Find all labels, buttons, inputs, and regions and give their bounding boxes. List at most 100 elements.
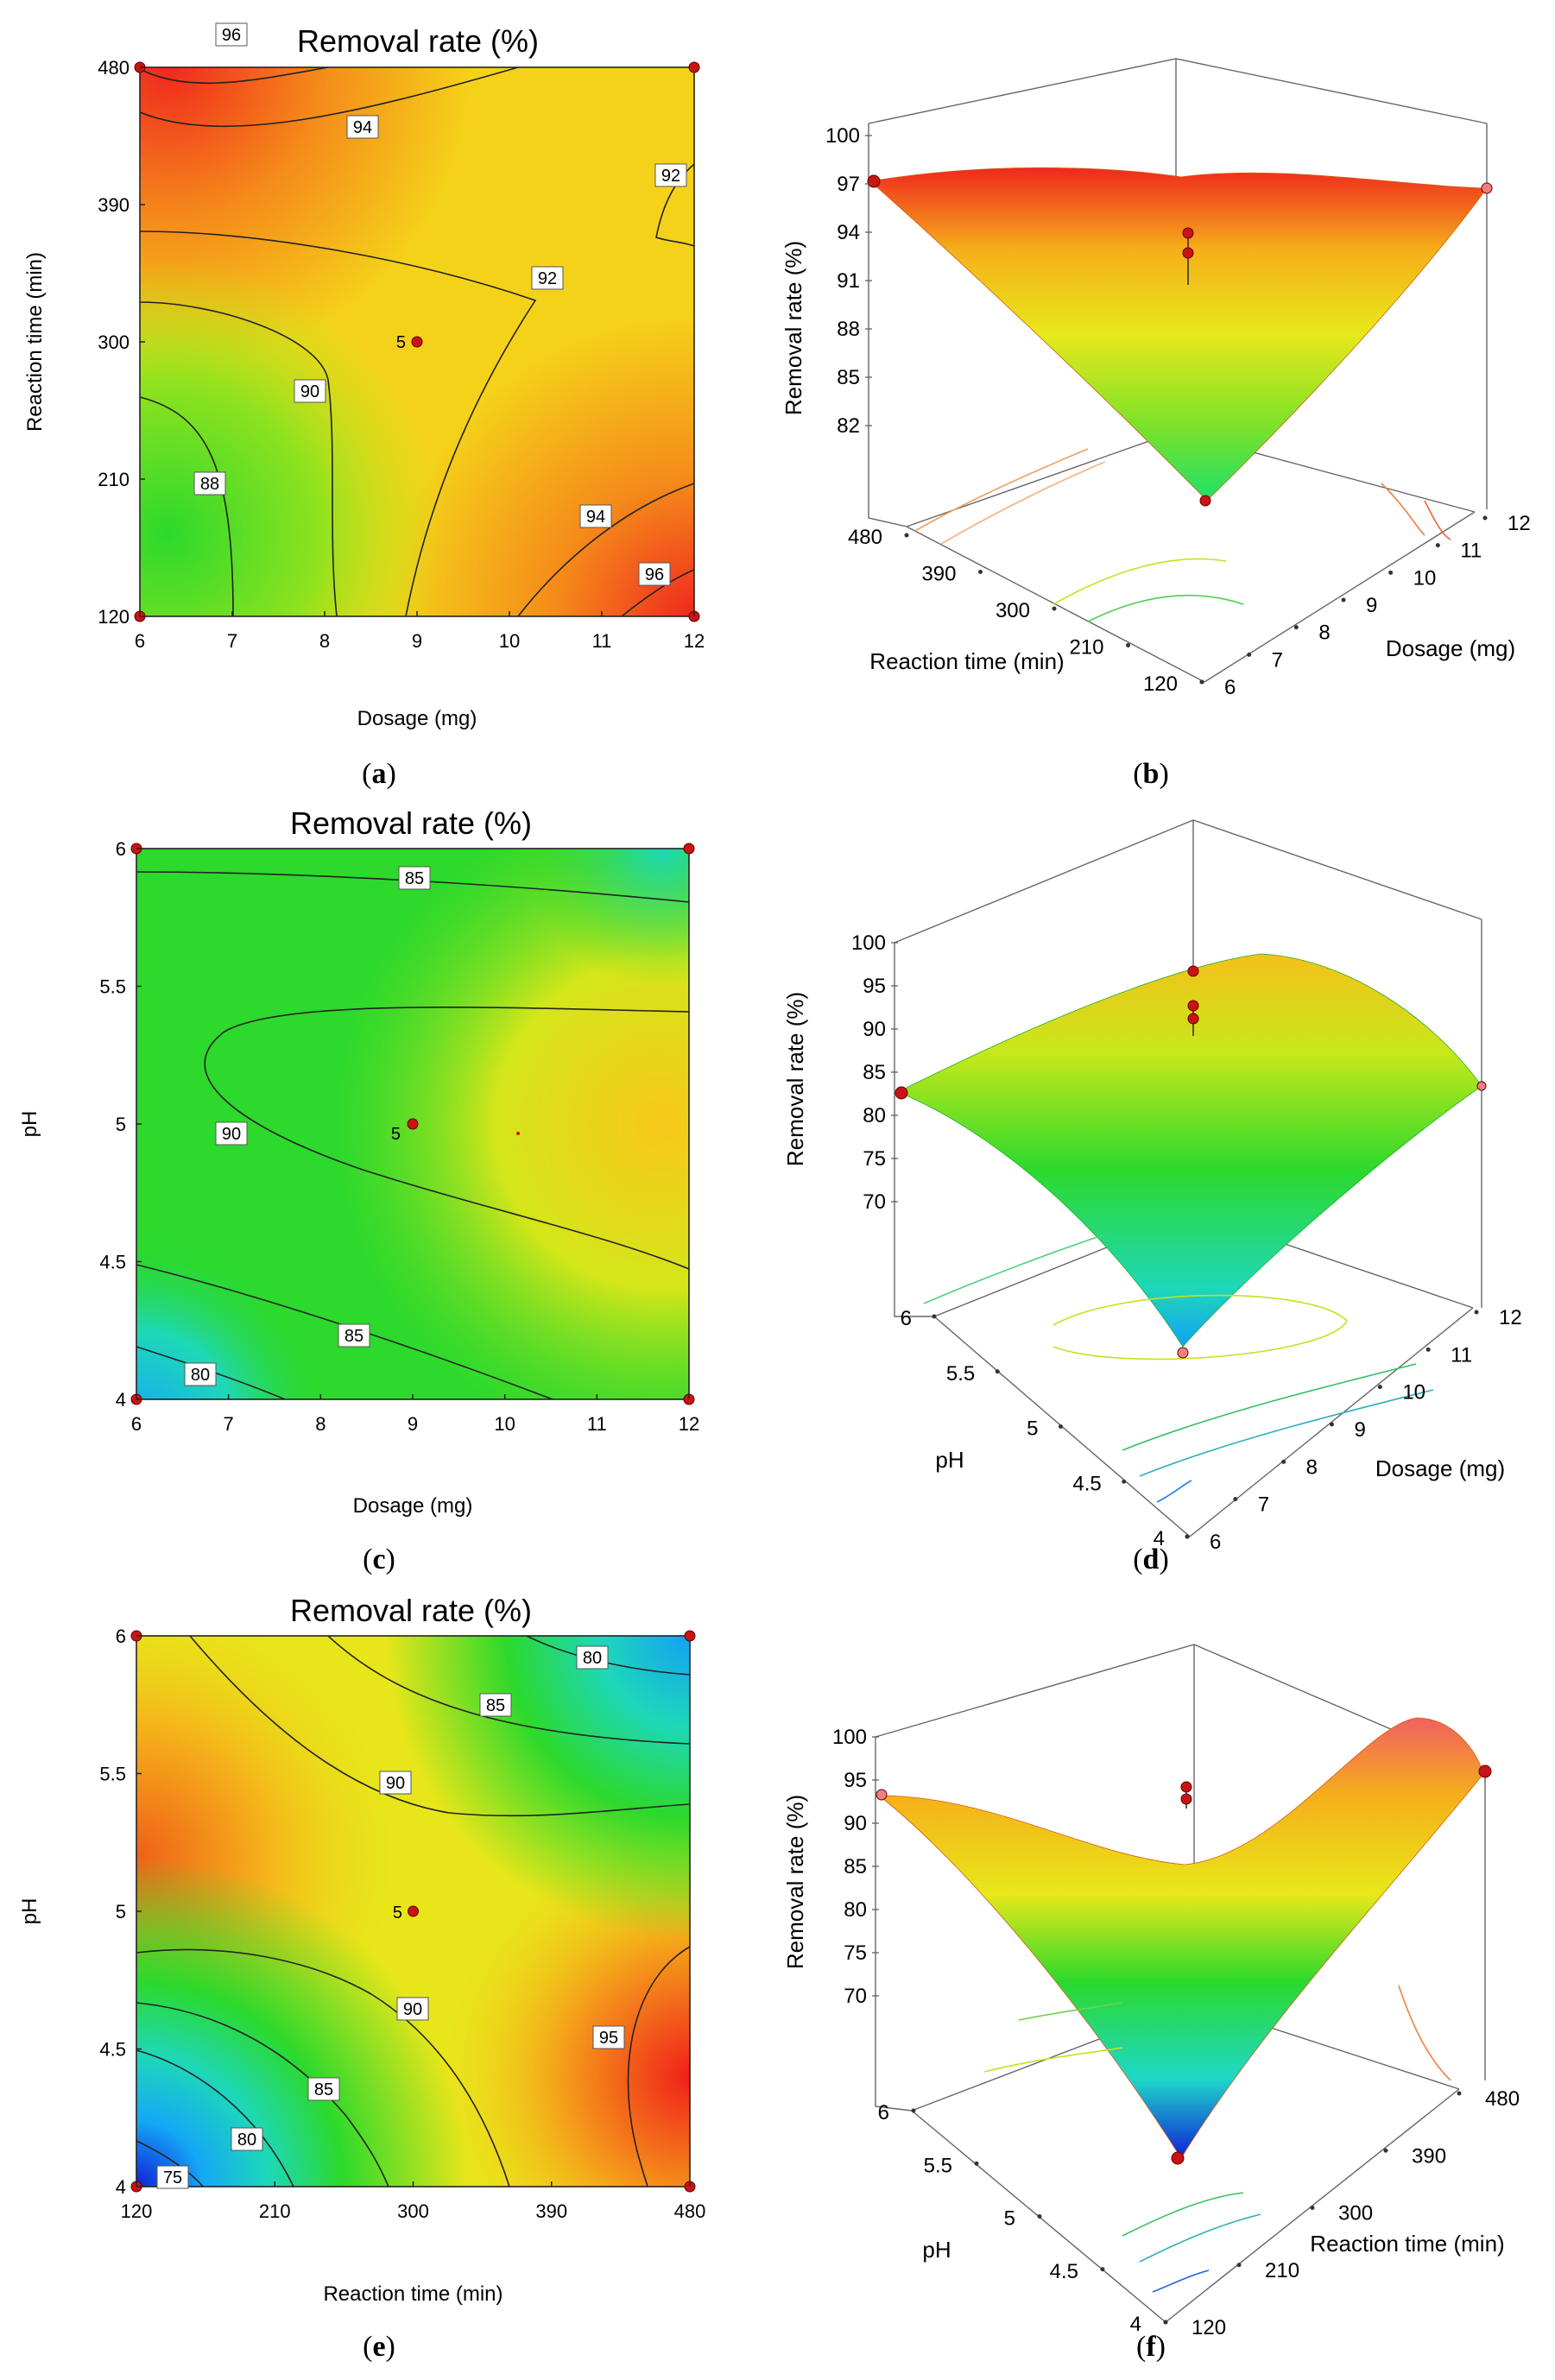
panel-e: Removal rate (%) 80 85 90 90 95 85 80 75 5 120 21… (18, 1593, 705, 2306)
panel-e-xtick-label: 210 (259, 2200, 291, 2222)
panel-d-xtick-mark (995, 1369, 1000, 1374)
panel-b-ztick-label: 97 (837, 173, 860, 196)
panel-b-ytick-mark (1293, 625, 1299, 630)
panel-c-xlabel: Dosage (mg) (353, 1494, 473, 1518)
panel-b-ylabel: Dosage (mg) (1386, 635, 1515, 661)
panel-b-xtick-mark (904, 533, 909, 538)
panel-b-xtick-label: 300 (996, 599, 1030, 622)
panel-d-xtick-label: 5 (1027, 1417, 1038, 1441)
panel-c-contour-label: 85 (405, 869, 424, 888)
panel-b-ytick-mark (1341, 597, 1346, 603)
panel-d-floor-contours (923, 1234, 1434, 1503)
panel-e-contour-label-box (396, 1997, 429, 2021)
panel-d-xtick-label: 6 (901, 1307, 912, 1330)
panel-a-contours (139, 66, 695, 617)
panel-d-ztick-label: 80 (863, 1104, 886, 1127)
panel-b-xlabel: Reaction time (min) (869, 648, 1064, 674)
panel-f-ytick-label: 120 (1192, 2316, 1226, 2339)
panel-e-xtick-label: 120 (121, 2200, 153, 2222)
panel-a-contour-label-box (531, 266, 564, 290)
panel-f-ytick-mark (1457, 2091, 1462, 2096)
caption-a: (a) (362, 758, 396, 790)
panel-a-contour-label: 96 (222, 26, 241, 45)
panel-d-ytick-label: 10 (1402, 1381, 1425, 1405)
panel-b-floor-contours (914, 448, 1451, 622)
panel-e-ytick-label: 4.5 (99, 2039, 126, 2061)
panel-e-contour-label-box (379, 1771, 412, 1795)
panel-a-contour-label-box (638, 562, 671, 586)
panel-c-xtick-label: 9 (408, 1413, 418, 1435)
panel-b: Removal rate (%) Reaction time (min) Dos… (781, 58, 1531, 699)
panel-f: Removal rate (%) pH Reaction time (min) … (782, 1644, 1520, 2339)
panel-a-contour-label-box (193, 471, 226, 496)
panel-e-contour-label-box (156, 2165, 189, 2189)
panel-d-ytick-label: 6 (1210, 1531, 1221, 1554)
panel-a-contour-label: 92 (661, 167, 680, 186)
panel-d-xlabel: pH (935, 1447, 964, 1473)
panel-e-xtick-label: 480 (674, 2200, 706, 2222)
panel-e-ytick-label: 4 (116, 2176, 126, 2198)
panel-a-title: Removal rate (%) (297, 23, 539, 59)
panel-f-ytick-mark (1236, 2263, 1242, 2268)
panel-d-surface (897, 953, 1482, 1348)
panel-f-xtick-label: 6 (878, 2101, 889, 2124)
panel-b-ytick-label: 7 (1272, 648, 1283, 672)
panel-a-ylabel: Reaction time (min) (23, 252, 47, 432)
panel-d-xtick-mark (1059, 1424, 1063, 1429)
panel-f-xtick-mark (911, 2108, 916, 2113)
panel-d-ytick-mark (1377, 1385, 1382, 1390)
panel-b-xtick-label: 480 (848, 526, 882, 549)
panel-c: Removal rate (%) 85 90 85 80 5 6 7 8 9 10 11 12 4 4.… (18, 805, 699, 1518)
panel-a-xlabel: Dosage (mg) (357, 707, 477, 730)
panel-c-contour-label: 90 (222, 1125, 241, 1144)
panel-e-center-count: 5 (393, 1903, 402, 1922)
panel-c-ytick-label: 5 (116, 1114, 126, 1135)
panel-d-xtick-label: 4.5 (1072, 1472, 1101, 1495)
panel-f-ztick-label: 80 (844, 1898, 867, 1922)
panel-d-ztick-label: 90 (863, 1018, 886, 1041)
panel-a-contour-label-box (346, 115, 379, 139)
panel-b-xtick-label: 390 (921, 563, 956, 586)
panel-c-center-count: 5 (391, 1125, 401, 1144)
caption-f: (f) (1136, 2331, 1166, 2363)
panel-d-ztick-label: 70 (863, 1190, 886, 1214)
caption-b: (b) (1133, 758, 1169, 790)
panel-f-xtick-mark (1100, 2267, 1105, 2272)
panel-c-contour-label-box (184, 1362, 217, 1386)
panel-d-ytick-mark (1330, 1422, 1334, 1427)
panel-a-contour-label: 92 (538, 269, 557, 288)
panel-c-ytick-label: 6 (116, 838, 126, 860)
panel-a-contour-label: 96 (645, 565, 664, 584)
panel-e-contour-label: 90 (403, 2000, 422, 2019)
panel-a-ytick-label: 300 (98, 331, 130, 353)
panel-b-ytick-label: 8 (1318, 622, 1330, 645)
panel-f-xtick-mark (1037, 2214, 1042, 2219)
panel-a-contour-label-box (294, 379, 326, 403)
panel-a-design-point (411, 336, 423, 348)
panel-d-ytick-mark (1425, 1347, 1431, 1352)
panel-c-contour-label-box (398, 866, 431, 890)
panel-e-contour-label: 95 (599, 2029, 618, 2048)
panel-f-xtick-label: 5 (1004, 2207, 1015, 2231)
panel-b-ztick-label: 94 (837, 221, 860, 244)
panel-a-ytick-label: 390 (98, 194, 130, 216)
panel-c-xtick-label: 7 (224, 1413, 234, 1435)
panel-f-points (875, 1764, 1492, 2165)
panel-e-xtick-label: 390 (535, 2200, 567, 2222)
panel-f-ztick-label: 100 (832, 1726, 867, 1749)
panel-c-xtick-label: 12 (679, 1413, 699, 1435)
panel-b-ztick-label: 100 (825, 124, 860, 148)
panel-a-contour-label: 94 (353, 118, 372, 137)
panel-b-ztick-label: 91 (837, 269, 860, 293)
panel-f-xlabel: pH (922, 2237, 951, 2263)
panel-d-ylabel: Dosage (mg) (1375, 1455, 1505, 1481)
panel-c-contour-label: 85 (345, 1327, 363, 1346)
panel-b-ytick-mark (1199, 679, 1204, 685)
panel-f-ztick-label: 90 (844, 1812, 867, 1835)
panel-e-contour-label-box (479, 1693, 512, 1717)
panel-f-ztick-label: 75 (844, 1941, 867, 1965)
panel-b-xtick-label: 120 (1143, 672, 1178, 696)
panel-a: Removal rate (%) 96 94 92 92 90 88 94 96 5 6 7 8 9 1… (23, 22, 705, 730)
panel-b-zlabel: Removal rate (%) (781, 241, 806, 415)
panel-b-ztick-label: 85 (837, 366, 860, 389)
